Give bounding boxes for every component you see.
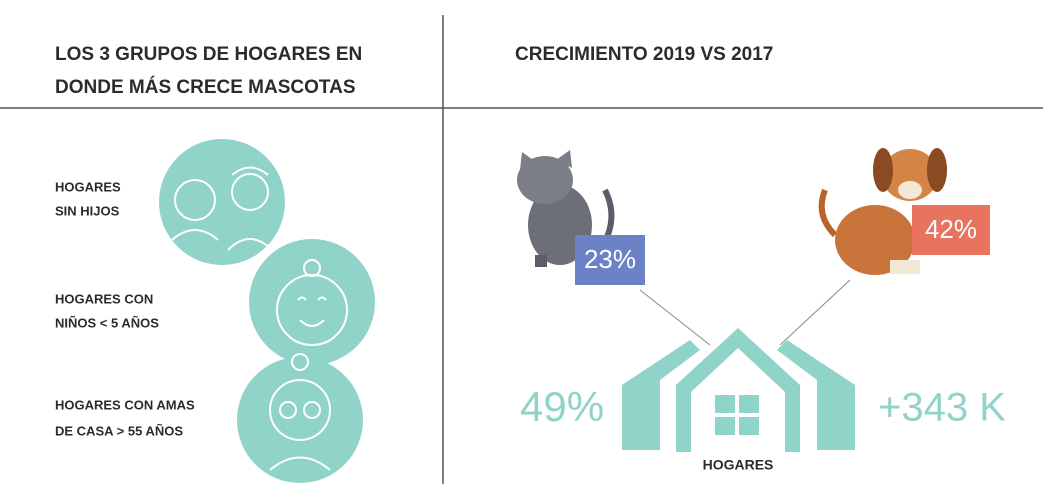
left-title-line: LOS 3 GRUPOS DE HOGARES EN <box>55 44 362 65</box>
group-label: HOGARES CON <box>55 291 153 306</box>
page: {"left": {"title": ["LOS 3 GRUPOS DE HOG… <box>0 0 1043 484</box>
right-title: CRECIMIENTO 2019 VS 2017 <box>515 44 773 65</box>
group-label: HOGARES <box>55 179 121 194</box>
left-title-line: DONDE MÁS CRECE MASCOTAS <box>55 76 356 98</box>
arrow <box>640 290 710 345</box>
infographic: LOS 3 GRUPOS DE HOGARES EN DONDE MÁS CRE… <box>0 0 1043 484</box>
growth-percent: 49% <box>520 383 604 430</box>
group-label: SIN HIJOS <box>55 203 120 218</box>
dog-value: 42% <box>925 214 977 244</box>
group-icon <box>249 239 375 365</box>
group-label: DE CASA > 55 AÑOS <box>55 423 183 438</box>
house-label: HOGARES <box>703 457 774 473</box>
group-label: HOGARES CON AMAS <box>55 397 195 412</box>
cat-value: 23% <box>584 244 636 274</box>
group-label: NIÑOS < 5 AÑOS <box>55 315 159 330</box>
growth-count: +343 K <box>878 386 1006 430</box>
group-icon <box>237 354 363 483</box>
group-icon <box>159 139 285 265</box>
arrow <box>780 280 850 345</box>
